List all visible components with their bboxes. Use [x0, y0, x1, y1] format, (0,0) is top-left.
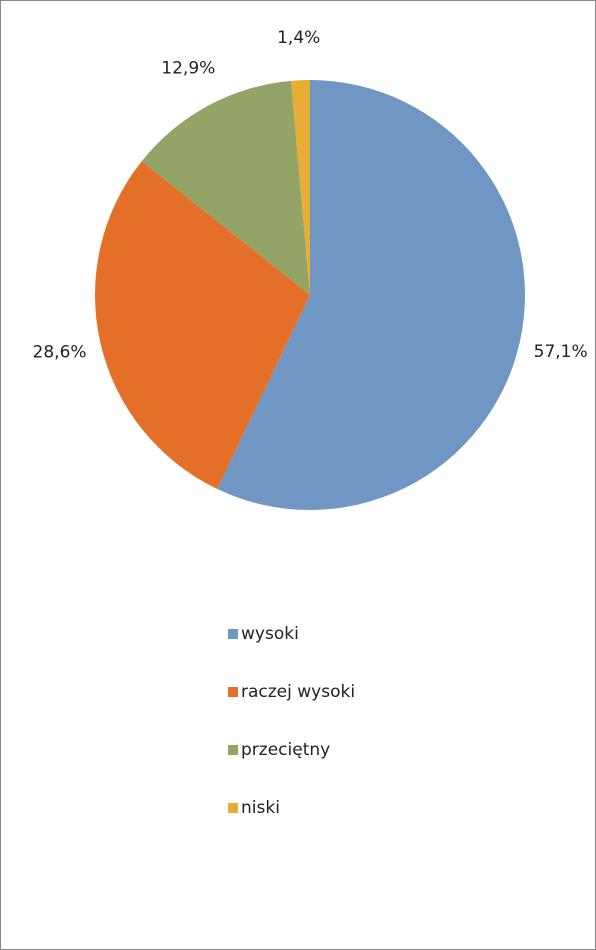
pie-slice — [141, 80, 310, 296]
legend-swatch — [228, 745, 238, 755]
legend-label: niski — [241, 798, 280, 818]
data-label: 1,4% — [277, 28, 320, 48]
pie-slice — [95, 161, 310, 489]
pie-slice — [217, 80, 526, 510]
legend-swatch — [228, 687, 238, 697]
data-label: 28,6% — [33, 343, 87, 363]
pie-slice — [291, 80, 310, 295]
data-label: 57,1% — [534, 342, 588, 362]
data-label: 12,9% — [161, 59, 215, 79]
legend-label: raczej wysoki — [241, 682, 355, 702]
legend-swatch — [228, 803, 238, 813]
legend-label: wysoki — [241, 624, 299, 644]
legend-swatch — [228, 629, 238, 639]
legend-label: przeciętny — [241, 740, 330, 760]
